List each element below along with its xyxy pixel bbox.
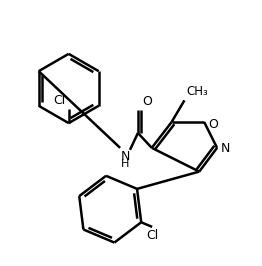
Text: Cl: Cl xyxy=(146,229,158,242)
Text: N: N xyxy=(121,150,130,163)
Text: N: N xyxy=(221,142,230,155)
Text: O: O xyxy=(208,118,218,131)
Text: CH₃: CH₃ xyxy=(186,85,208,98)
Text: Cl: Cl xyxy=(53,94,66,107)
Text: H: H xyxy=(121,159,129,169)
Text: O: O xyxy=(142,95,152,108)
